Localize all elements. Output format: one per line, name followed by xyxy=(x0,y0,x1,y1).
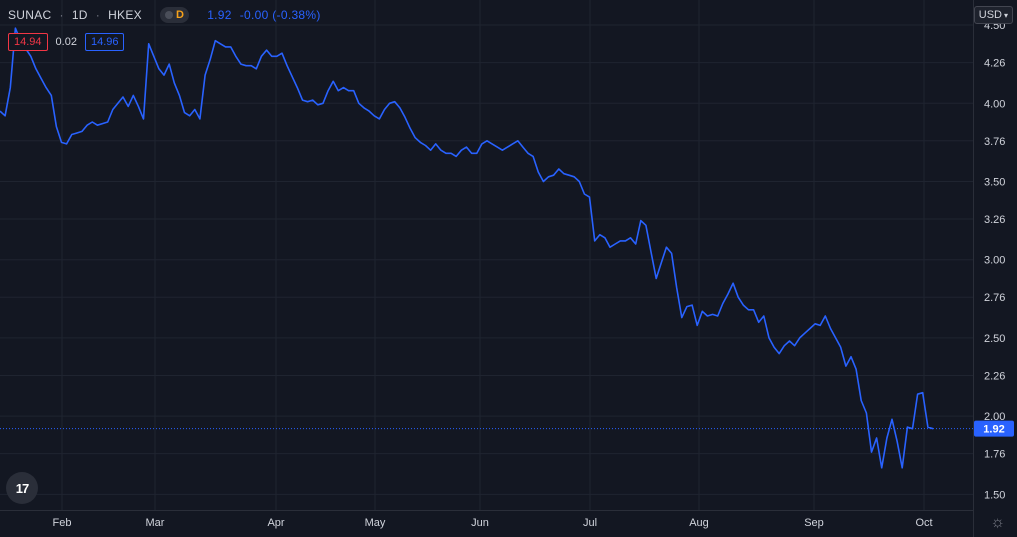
x-tick-label: Mar xyxy=(146,517,165,529)
x-tick-label: Jun xyxy=(471,517,489,529)
last-price-box xyxy=(974,420,1014,437)
separator-dot: · xyxy=(59,8,64,22)
last-price-label: 1.92 xyxy=(983,424,1004,436)
currency-label: USD xyxy=(978,9,1002,21)
chevron-down-icon: ▾ xyxy=(1003,10,1008,20)
x-tick-label: Jul xyxy=(583,517,597,529)
y-tick-label: 3.00 xyxy=(984,255,1005,267)
y-tick-label: 2.26 xyxy=(984,370,1005,382)
y-tick-label: 2.50 xyxy=(984,333,1005,345)
logo-text: 17 xyxy=(15,480,30,496)
y-tick-label: 2.00 xyxy=(984,411,1005,423)
ask-price[interactable]: 14.96 xyxy=(84,33,125,51)
y-tick-label: 2.76 xyxy=(984,292,1005,304)
interval-label[interactable]: 1D xyxy=(71,8,88,22)
tradingview-logo[interactable]: 17 xyxy=(6,472,38,504)
gear-icon[interactable]: ☼ xyxy=(990,514,1005,531)
x-tick-label: Aug xyxy=(689,517,709,529)
mode-letter: D xyxy=(175,9,185,21)
y-tick-label: 4.00 xyxy=(984,98,1005,110)
y-tick-label: 4.26 xyxy=(984,58,1005,70)
x-tick-label: Oct xyxy=(915,517,932,529)
exchange-label: HKEX xyxy=(108,8,142,22)
y-tick-label: 3.50 xyxy=(984,176,1005,188)
symbol-header: SUNAC · 1D · HKEX D 1.92 -0.00 (-0.38%) xyxy=(8,7,321,23)
x-tick-label: Feb xyxy=(53,517,72,529)
separator-dot: · xyxy=(95,8,101,22)
currency-selector[interactable]: USD ▾ xyxy=(973,6,1013,24)
eye-icon xyxy=(164,11,173,19)
y-tick-label: 3.76 xyxy=(984,136,1005,148)
price-line xyxy=(0,27,934,469)
price-change: -0.00 (-0.38%) xyxy=(239,8,321,22)
last-price: 1.92 xyxy=(207,8,232,22)
spread-value: 0.02 xyxy=(55,36,77,48)
x-tick-label: Apr xyxy=(267,517,284,529)
symbol-name[interactable]: SUNAC xyxy=(8,8,52,22)
y-tick-label: 3.26 xyxy=(984,214,1005,226)
x-tick-label: Sep xyxy=(804,517,824,529)
y-tick-label: 1.50 xyxy=(984,489,1005,501)
visibility-toggle[interactable]: D xyxy=(159,7,190,23)
x-tick-label: May xyxy=(365,517,386,529)
quote-row: 14.94 0.02 14.96 xyxy=(8,33,125,51)
bid-price[interactable]: 14.94 xyxy=(8,33,48,51)
y-tick-label: 1.76 xyxy=(984,449,1005,461)
